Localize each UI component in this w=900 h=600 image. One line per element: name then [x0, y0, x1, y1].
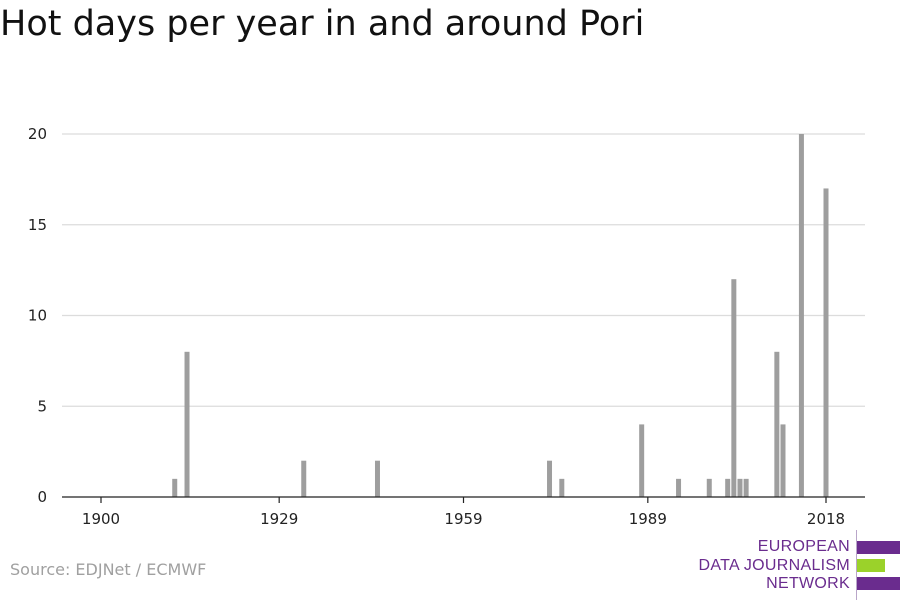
bar — [706, 478, 712, 497]
logo-line-3: NETWORK — [766, 575, 850, 592]
edjnet-logo: EUROPEAN DATA JOURNALISM NETWORK — [699, 538, 850, 594]
bar — [184, 351, 190, 497]
bar — [798, 134, 804, 497]
y-tick-label: 5 — [37, 397, 47, 415]
y-tick-label: 10 — [28, 307, 47, 325]
bar — [725, 478, 731, 497]
logo-bar-purple-2 — [857, 577, 900, 590]
source-note: Source: EDJNet / ECMWF — [10, 560, 207, 579]
x-tick-label: 1929 — [260, 510, 298, 528]
bar — [823, 188, 829, 497]
bar — [774, 351, 780, 497]
bar — [737, 478, 743, 497]
y-tick-label: 15 — [28, 216, 47, 234]
y-axis-labels: 0 5 10 15 20 — [28, 125, 47, 506]
bars — [172, 134, 829, 497]
x-tick-label: 1989 — [629, 510, 667, 528]
y-tick-label: 20 — [28, 125, 47, 143]
logo-line-1: EUROPEAN — [757, 538, 850, 555]
bar — [731, 279, 737, 497]
bar — [172, 478, 178, 497]
x-axis — [62, 496, 865, 503]
x-tick-label: 1959 — [444, 510, 482, 528]
bar — [639, 424, 645, 497]
chart-title: Hot days per year in and around Pori — [0, 4, 645, 44]
logo-bar-purple-1 — [857, 541, 900, 554]
bar — [780, 424, 786, 497]
logo-line-2: DATA JOURNALISM — [698, 556, 850, 574]
logo-bar-green — [857, 559, 885, 572]
bar — [374, 460, 380, 497]
x-tick-label: 1900 — [82, 510, 120, 528]
x-axis-labels: 1900 1929 1959 1989 2018 — [82, 510, 845, 528]
y-tick-label: 0 — [37, 488, 47, 506]
bar — [743, 478, 749, 497]
bar — [301, 460, 307, 497]
bar — [559, 478, 565, 497]
bar — [676, 478, 682, 497]
bar — [547, 460, 553, 497]
gridlines — [62, 133, 865, 407]
logo-divider — [856, 530, 857, 600]
x-tick-label: 2018 — [807, 510, 845, 528]
